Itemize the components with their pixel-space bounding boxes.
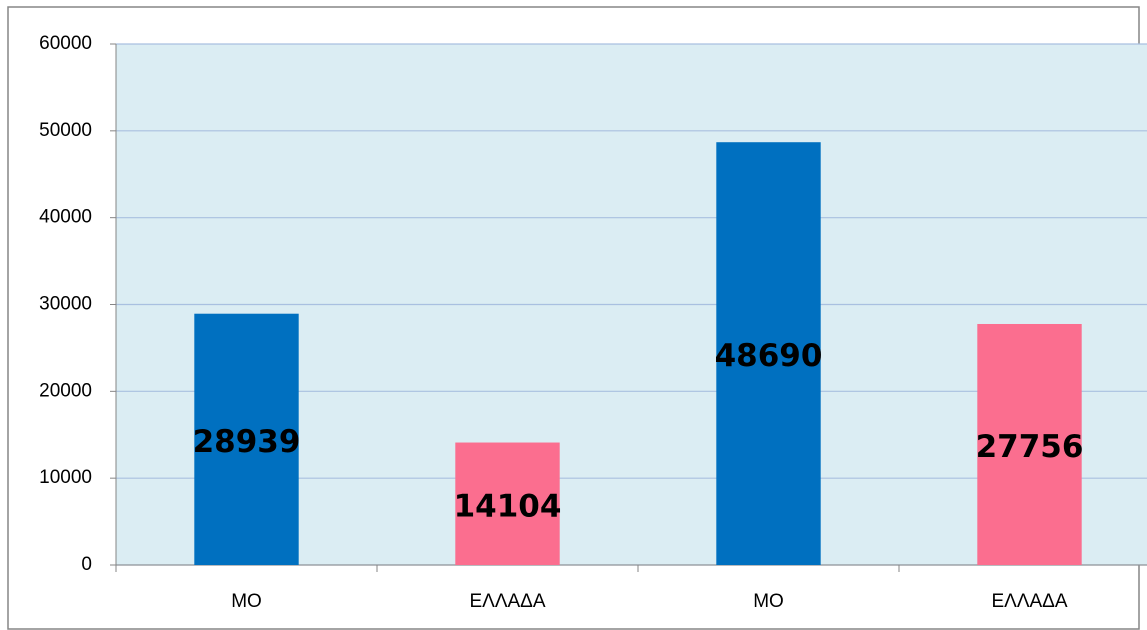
bar (977, 323, 1082, 565)
value-label: 27756 (976, 429, 1084, 465)
bar (194, 313, 299, 565)
x-tick-label: MO (231, 591, 262, 612)
value-label: 14104 (454, 488, 562, 524)
value-label: 28939 (193, 424, 301, 460)
x-tick-label: MO (753, 591, 784, 612)
bar (716, 142, 821, 565)
y-tick-label: 0 (81, 554, 92, 575)
y-tick-label: 10000 (39, 467, 92, 488)
y-tick-label: 60000 (39, 33, 92, 54)
y-tick-label: 50000 (39, 120, 92, 141)
value-label: 48690 (715, 338, 823, 374)
x-tick-label: ΕΛΛΑΔΑ (991, 591, 1067, 612)
y-tick-label: 40000 (39, 207, 92, 228)
x-tick-label: ΕΛΛΑΔΑ (469, 591, 545, 612)
y-tick-label: 20000 (39, 380, 92, 401)
bar (455, 442, 560, 565)
y-tick-label: 30000 (39, 294, 92, 315)
